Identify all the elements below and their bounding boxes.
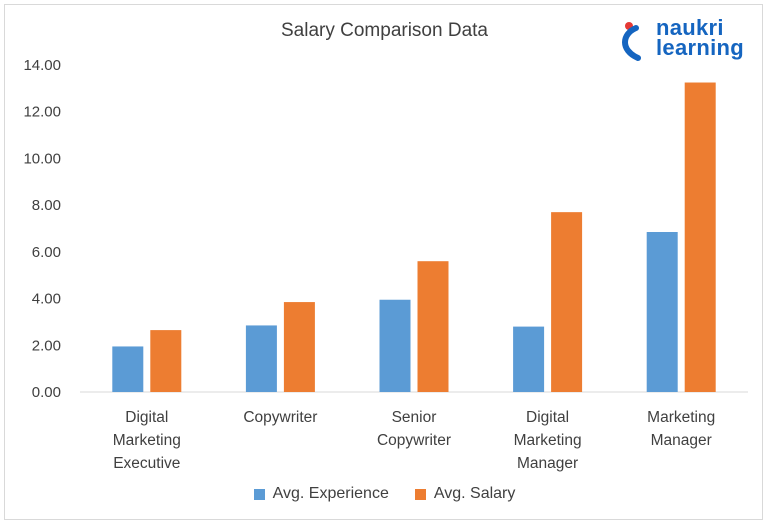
- bar-experience: [513, 326, 545, 392]
- logo-word-naukri: naukri: [656, 15, 724, 40]
- y-tick-label: 14.00: [23, 57, 61, 74]
- chart-frame: [4, 4, 763, 520]
- x-category-label: Copywriter: [377, 432, 451, 449]
- bar-experience: [646, 232, 678, 392]
- y-tick-label: 2.00: [32, 337, 61, 354]
- bar-salary: [684, 82, 716, 393]
- x-category-label: Digital: [526, 409, 569, 426]
- legend-item-experience: Avg. Experience: [253, 485, 389, 503]
- legend-label-experience: Avg. Experience: [272, 485, 389, 502]
- bar-salary: [417, 261, 449, 392]
- x-axis-categories: Digital Marketing Executive Copywriter Senio…: [113, 409, 715, 472]
- legend-swatch-salary: [414, 488, 426, 500]
- y-tick-label: 6.00: [32, 244, 61, 261]
- y-tick-label: 0.00: [32, 384, 61, 401]
- bar-salary: [150, 330, 182, 392]
- y-tick-label: 8.00: [32, 197, 61, 214]
- y-tick-label: 4.00: [32, 291, 61, 308]
- bar-salary: [551, 212, 583, 392]
- legend: Avg. Experience Avg. Salary: [0, 485, 769, 503]
- bar-experience: [245, 325, 277, 392]
- x-category-label: Manager: [651, 432, 712, 449]
- bar-experience: [379, 299, 411, 392]
- x-category-label: Copywriter: [243, 409, 317, 426]
- bar-experience: [112, 346, 144, 392]
- x-category-label: Executive: [113, 455, 180, 472]
- bar-salary: [283, 302, 315, 392]
- y-axis: 0.00 2.00 4.00 6.00 8.00 10.00 12.00 14.00: [23, 57, 61, 401]
- x-category-label: Manager: [517, 455, 578, 472]
- x-category-label: Digital: [125, 409, 168, 426]
- legend-label-salary: Avg. Salary: [433, 485, 516, 502]
- logo-swoosh-icon: [622, 22, 641, 61]
- legend-item-salary: Avg. Salary: [414, 485, 516, 503]
- x-category-label: Marketing: [113, 432, 181, 449]
- chart-title: Salary Comparison Data: [281, 20, 488, 41]
- x-category-label: Senior: [392, 409, 437, 426]
- y-tick-label: 12.00: [23, 104, 61, 121]
- legend-swatch-experience: [253, 488, 265, 500]
- naukri-learning-logo: naukri learning: [616, 16, 756, 62]
- bars: [112, 82, 716, 393]
- logo-word-learning: learning: [656, 35, 744, 60]
- x-category-label: Marketing: [647, 409, 715, 426]
- x-category-label: Marketing: [514, 432, 582, 449]
- y-tick-label: 10.00: [23, 150, 61, 167]
